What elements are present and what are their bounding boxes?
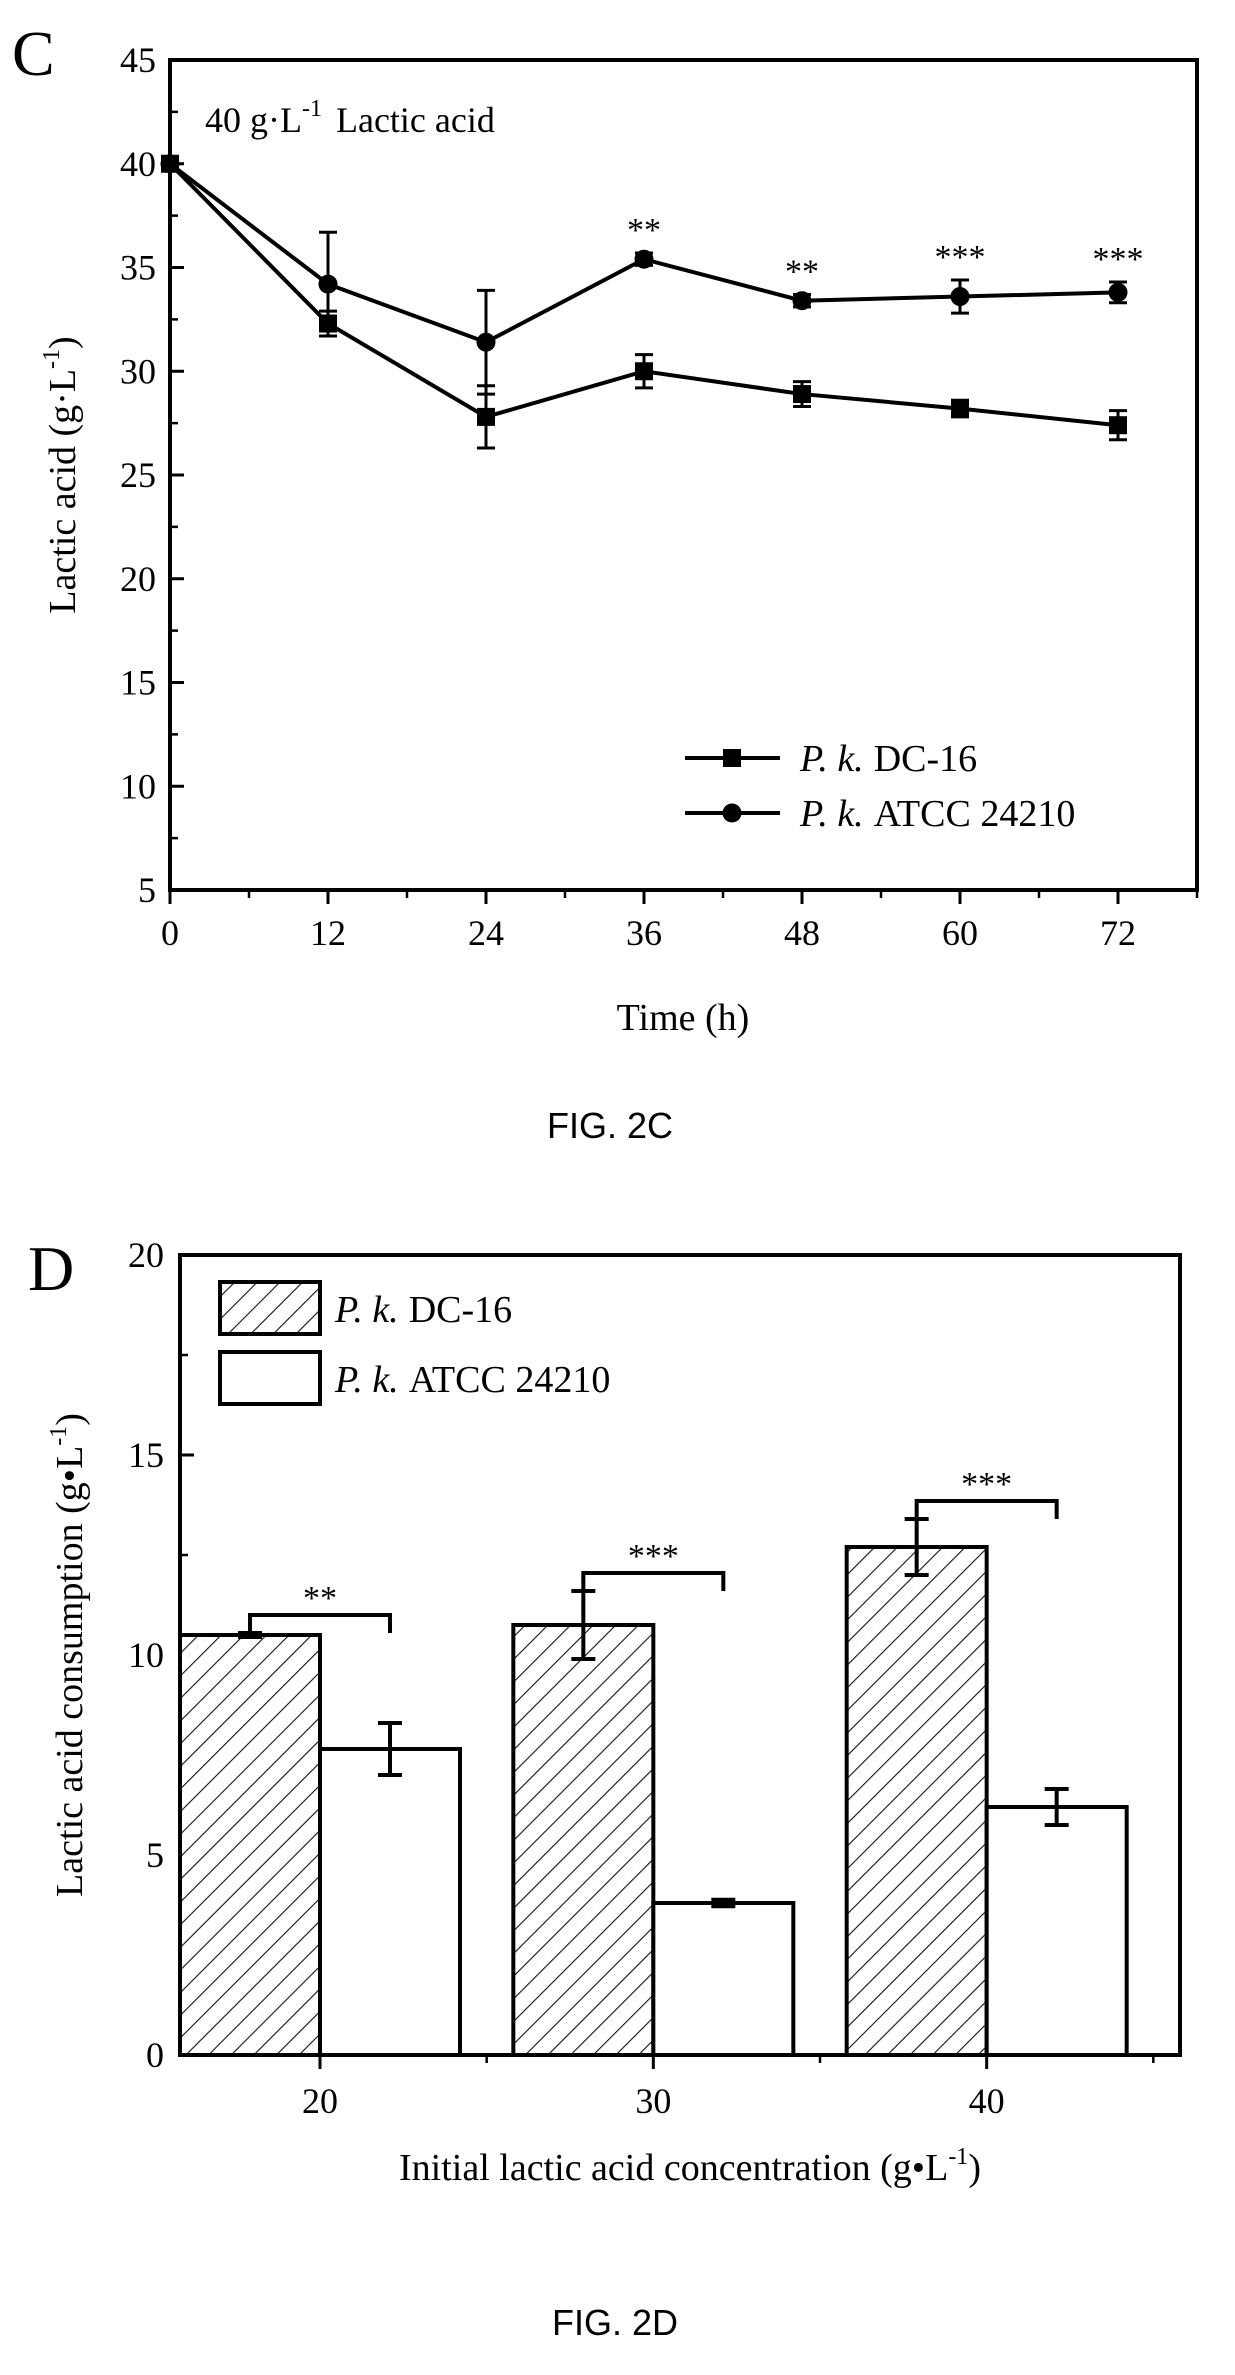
significance-label: *** xyxy=(628,1538,679,1575)
chart-c: C 40 g·L-1 Lactic acid 51015202530354045 … xyxy=(12,18,1199,1146)
data-point-circle xyxy=(1108,282,1128,302)
legend-label-rest: ATCC 24210 xyxy=(874,793,1076,835)
legend-label-italic: P. k. xyxy=(799,738,864,780)
legend-marker-square xyxy=(723,749,741,767)
y-tick-label: 5 xyxy=(138,870,156,910)
chart-d-annotations: ******** xyxy=(248,1466,1059,1633)
chart-d-y-axis: 0 5 10 15 20 xyxy=(128,1235,194,2075)
significance-label: ** xyxy=(303,1580,337,1617)
y-tick-label: 20 xyxy=(120,559,156,599)
x-tick-label: 20 xyxy=(302,2081,338,2121)
bar-dc16 xyxy=(178,1633,322,2057)
chart-c-legend: P. k. DC-16P. k. ATCC 24210 xyxy=(685,738,1075,835)
chart-d-y-axis-title: Lactic acid consumption (g•L-1) xyxy=(46,1413,91,1897)
significance-label: ** xyxy=(785,253,819,290)
data-point-square xyxy=(951,399,969,418)
chart-d-x-axis: 20 30 40 xyxy=(302,2055,1155,2121)
x-tick-label: 24 xyxy=(468,913,504,953)
figure-caption-2c: FIG. 2C xyxy=(547,1105,673,1146)
significance-label: *** xyxy=(935,239,986,276)
y-tick-label: 5 xyxy=(146,1835,164,1875)
data-point-square xyxy=(477,407,495,426)
x-tick-label: 72 xyxy=(1100,913,1136,953)
legend-label-rest: ATCC 24210 xyxy=(409,1359,611,1401)
y-tick-label: 15 xyxy=(120,663,156,703)
chart-c-x-axis-title: Time (h) xyxy=(617,997,750,1039)
chart-c-x-axis: 0 12 24 36 48 60 72 xyxy=(161,890,1199,953)
legend-label-italic: P. k. xyxy=(334,1359,399,1401)
figure-caption-2d: FIG. 2D xyxy=(552,2302,678,2343)
chart-d-legend: P. k. DC-16P. k. ATCC 24210 xyxy=(218,1280,610,1406)
bar-dc16 xyxy=(511,1623,656,2057)
data-point-circle xyxy=(634,249,654,269)
data-point-square xyxy=(635,362,653,381)
y-tick-label: 10 xyxy=(120,766,156,806)
x-tick-label: 40 xyxy=(969,2081,1005,2121)
panel-c-letter: C xyxy=(12,18,55,89)
chart-c-title: 40 g·L-1 Lactic acid xyxy=(205,96,495,140)
legend-swatch xyxy=(218,1280,322,1336)
significance-label: ** xyxy=(627,212,661,249)
data-point-circle xyxy=(318,274,338,294)
chart-d-x-axis-title: Initial lactic acid concentration (g•L-1… xyxy=(399,2144,981,2189)
data-point-circle xyxy=(476,332,496,352)
legend-label: P. k. ATCC 24210 xyxy=(799,793,1075,835)
legend-marker-circle xyxy=(722,803,742,823)
chart-d-bars-group xyxy=(178,1517,1129,2057)
bar-atcc24210 xyxy=(318,1747,462,2057)
y-tick-label: 15 xyxy=(128,1435,164,1475)
y-tick-label: 30 xyxy=(120,351,156,391)
x-tick-label: 30 xyxy=(635,2081,671,2121)
data-point-circle xyxy=(950,287,970,307)
significance-label: *** xyxy=(961,1466,1012,1503)
y-tick-label: 20 xyxy=(128,1235,164,1275)
data-point-circle xyxy=(160,154,180,174)
legend-label: P. k. DC-16 xyxy=(334,1289,512,1331)
x-tick-label: 0 xyxy=(161,913,179,953)
y-tick-label: 40 xyxy=(120,144,156,184)
bar-atcc24210 xyxy=(984,1805,1129,2057)
y-tick-label: 0 xyxy=(146,2035,164,2075)
data-point-circle xyxy=(792,291,812,311)
y-tick-label: 45 xyxy=(120,40,156,80)
x-tick-label: 60 xyxy=(942,913,978,953)
y-tick-label: 35 xyxy=(120,248,156,288)
chart-c-series-group xyxy=(160,154,1128,450)
legend-label-italic: P. k. xyxy=(334,1289,399,1331)
panel-d-letter: D xyxy=(28,1233,74,1304)
legend-swatch xyxy=(218,1350,322,1406)
bar-dc16 xyxy=(844,1545,989,2057)
chart-c-plot-area xyxy=(168,58,1199,892)
legend-label-rest: DC-16 xyxy=(409,1289,512,1331)
significance-label: *** xyxy=(1093,241,1144,278)
legend-label: P. k. DC-16 xyxy=(799,738,977,780)
data-point-square xyxy=(1109,416,1127,435)
chart-c-annotations: **** *** *** xyxy=(627,212,1144,291)
x-tick-label: 12 xyxy=(310,913,346,953)
y-tick-label: 25 xyxy=(120,455,156,495)
chart-c-y-axis-title: Lactic acid (g·L-1) xyxy=(39,336,84,613)
legend-label-italic: P. k. xyxy=(799,793,864,835)
significance-bracket xyxy=(248,1613,392,1633)
y-tick-label: 10 xyxy=(128,1635,164,1675)
data-point-square xyxy=(793,385,811,404)
bar-atcc24210 xyxy=(651,1901,796,2057)
significance-bracket xyxy=(581,1571,726,1591)
legend-label-rest: DC-16 xyxy=(874,738,977,780)
significance-bracket xyxy=(914,1499,1059,1519)
legend-label: P. k. ATCC 24210 xyxy=(334,1359,610,1401)
x-tick-label: 48 xyxy=(784,913,820,953)
chart-c-y-axis: 5 10 15 20 25 30 35 40 45 xyxy=(120,40,184,910)
x-tick-label: 36 xyxy=(626,913,662,953)
